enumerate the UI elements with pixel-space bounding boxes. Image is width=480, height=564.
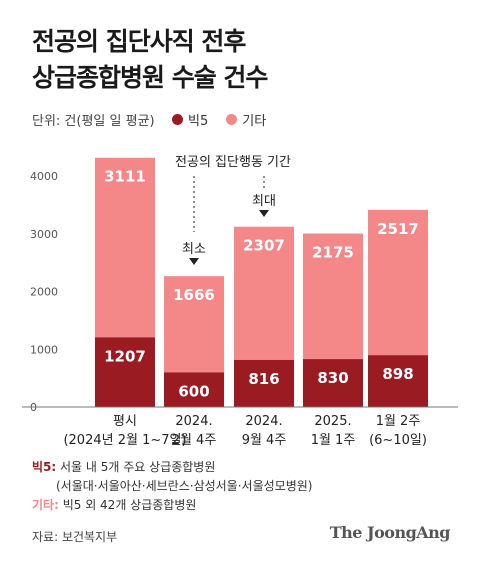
bar-segment-other — [234, 226, 294, 360]
note-other: 기타: 빅5 외 42개 상급종합병원 — [32, 496, 312, 515]
y-tick-label: 2000 — [30, 286, 58, 299]
bar-segment-big5 — [303, 359, 363, 407]
note-other-text: 빅5 외 42개 상급종합병원 — [58, 498, 197, 512]
data-label-big5: 816 — [248, 370, 279, 388]
y-tick-label: 4000 — [30, 170, 58, 183]
legend-label-big5: 빅5 — [188, 114, 209, 129]
x-tick-label: 평시 — [113, 414, 137, 429]
bar-segment-other — [303, 233, 363, 360]
note-other-label: 기타: — [32, 498, 59, 512]
annotation-min-arrow — [189, 258, 199, 265]
x-tick-label: 9월 4주 — [242, 433, 287, 448]
legend-item-other: 기타 — [226, 110, 266, 129]
stacked-bar-chart: 0100020003000400031111207평시(2024년 2월 1~7… — [22, 154, 458, 448]
brand-logo: The JoongAng — [329, 523, 451, 542]
data-label-big5: 600 — [178, 382, 209, 400]
bar-segment-big5 — [95, 337, 155, 407]
x-tick-label: 2024. — [175, 414, 212, 429]
data-label-other: 2517 — [377, 220, 419, 238]
data-label-other: 1666 — [173, 286, 215, 304]
data-label-big5: 830 — [317, 369, 348, 387]
note-big5: 빅5: 서울 내 5개 주요 상급종합병원 — [32, 458, 312, 477]
x-tick-label: 2025. — [314, 414, 351, 429]
bar-segment-big5 — [234, 359, 294, 407]
chart-title: 전공의 집단사직 전후 상급종합병원 수술 건수 — [32, 24, 268, 96]
x-tick-label: (6~10일) — [369, 433, 427, 448]
x-tick-label: 2024. — [245, 414, 282, 429]
data-label-big5: 1207 — [104, 347, 146, 365]
legend-swatch-other — [226, 114, 238, 125]
note-big5-detail: (서울대·서울아산·세브란스·삼성서울·서울성모병원) — [56, 479, 313, 493]
bar-segment-other — [95, 157, 155, 338]
annotation-max-arrow — [259, 210, 269, 217]
legend: 빅5 기타 — [172, 110, 284, 129]
x-tick-label: 1월 2주 — [376, 414, 421, 429]
notes: 빅5: 서울 내 5개 주요 상급종합병원 (서울대·서울아산·세브란스·삼성서… — [32, 458, 312, 515]
title-line-2: 상급종합병원 수술 건수 — [32, 63, 268, 92]
title-line-1: 전공의 집단사직 전후 — [32, 27, 246, 56]
bar-segment-other — [368, 209, 428, 356]
data-label-other: 2307 — [243, 237, 285, 255]
legend-item-big5: 빅5 — [172, 110, 208, 129]
bar-segment-big5 — [164, 372, 224, 407]
legend-swatch-big5 — [172, 114, 183, 125]
data-label-other: 3111 — [104, 168, 146, 186]
x-tick-label: (2024년 2월 1~7일) — [63, 433, 186, 448]
annotation-period-label: 전공의 집단행동 기간 — [175, 154, 291, 170]
x-tick-label: 1월 1주 — [311, 433, 356, 448]
y-tick-label: 3000 — [30, 228, 58, 241]
y-tick-label: 1000 — [30, 343, 58, 356]
x-tick-label: 2월 4주 — [172, 433, 217, 448]
note-big5-label: 빅5: — [32, 460, 57, 474]
unit-label: 단위: 건(평일 일 평균) — [32, 114, 155, 129]
source-label: 자료: 보건복지부 — [32, 530, 118, 544]
annotation-max-label: 최대 — [252, 194, 276, 209]
annotation-min-label: 최소 — [182, 242, 206, 257]
legend-label-other: 기타 — [242, 114, 267, 129]
data-label-other: 2175 — [312, 244, 354, 262]
note-big5-text: 서울 내 5개 주요 상급종합병원 — [56, 460, 216, 474]
bar-segment-big5 — [368, 355, 428, 407]
data-label-big5: 898 — [382, 365, 413, 383]
bar-segment-other — [164, 276, 224, 373]
